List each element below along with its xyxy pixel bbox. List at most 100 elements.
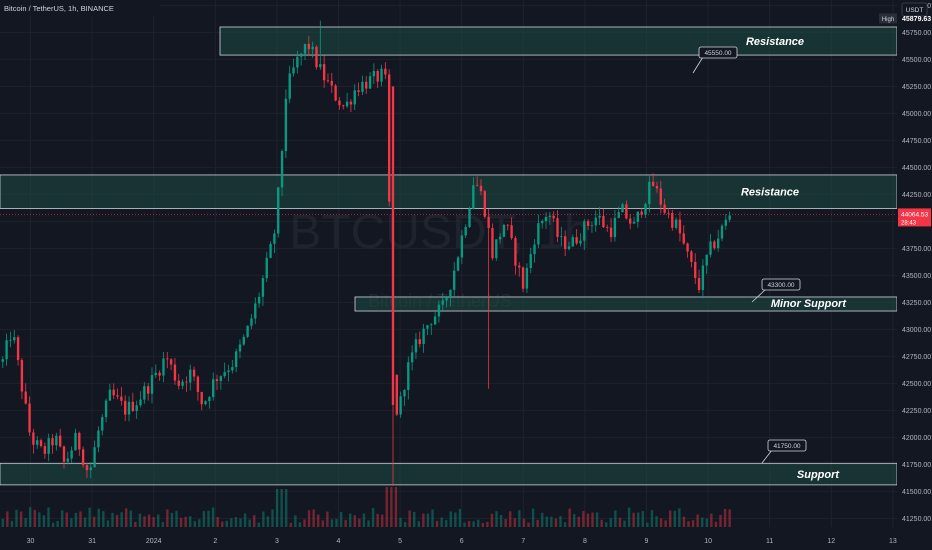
volume-bar — [239, 518, 242, 527]
candle-body — [62, 446, 66, 462]
candle-body — [70, 450, 73, 459]
candle-body — [594, 217, 597, 226]
candle-body — [166, 358, 169, 360]
volume-bar — [417, 521, 420, 527]
candle-body — [510, 225, 513, 239]
y-tick-label: 43750.00 — [902, 246, 931, 253]
volume-bar — [147, 514, 151, 527]
candle-body — [606, 227, 609, 228]
candle-body — [410, 352, 414, 363]
candle-body — [644, 203, 647, 215]
candle-body — [705, 254, 708, 266]
volume-bar — [243, 513, 247, 527]
candle-body — [234, 351, 238, 368]
volume-bar — [559, 516, 562, 527]
candle-body — [246, 325, 249, 337]
candle-body — [544, 216, 548, 221]
volume-bar — [326, 511, 329, 527]
y-tick-label: 44750.00 — [902, 138, 931, 145]
price-callouts: 45550.00 43300.00 41750.00 — [692, 46, 807, 464]
candle-body — [541, 220, 544, 224]
zone-label: Minor Support — [771, 298, 847, 310]
volume-bar — [614, 510, 617, 527]
volume-bar — [106, 520, 110, 527]
candle-body — [51, 438, 54, 446]
candle-body — [464, 226, 467, 236]
candle-body — [384, 68, 387, 75]
volume-bar — [74, 512, 78, 527]
volume-bar — [29, 507, 32, 527]
volume-bar — [394, 487, 398, 527]
y-tick-label: 45000.00 — [902, 111, 931, 118]
candle-body — [215, 379, 219, 382]
candle-body — [81, 449, 85, 466]
candle-body — [39, 440, 43, 447]
volume-bar — [513, 518, 516, 527]
candle-body — [66, 458, 70, 462]
candle-body — [349, 101, 353, 105]
candle-body — [208, 397, 211, 402]
candle-body — [124, 400, 127, 415]
candle-body — [655, 185, 659, 189]
candle-body — [671, 213, 674, 228]
candle-body — [506, 224, 509, 226]
candle-body — [495, 239, 498, 259]
x-tick-label: 2 — [213, 538, 217, 545]
candle-body — [192, 369, 196, 377]
candle-body — [212, 379, 215, 398]
candle-body — [472, 185, 475, 209]
volume-bar — [627, 507, 631, 527]
candle-body — [154, 372, 157, 376]
candle-body — [143, 386, 146, 400]
candle-body — [460, 235, 464, 258]
candles — [1, 20, 731, 486]
volume-bar — [349, 513, 352, 527]
volume-bar — [51, 522, 55, 527]
volume-bar — [705, 518, 708, 527]
y-tick-label: 43000.00 — [902, 327, 931, 334]
candle-body — [357, 90, 360, 92]
volume-bar — [307, 510, 311, 527]
x-tick-label: 10 — [704, 538, 712, 545]
y-tick-label: 41250.00 — [902, 516, 931, 523]
candle-body — [468, 208, 471, 227]
volume-bar — [138, 513, 142, 527]
volume-bar — [641, 511, 644, 527]
candle-body — [85, 465, 89, 471]
candle-body — [648, 181, 651, 204]
volume-bar — [330, 519, 334, 527]
y-tick-label: 45750.00 — [902, 30, 931, 37]
volume-bar — [449, 511, 452, 527]
candle-body — [16, 337, 20, 361]
callout-label: 43300.00 — [767, 282, 794, 289]
price-axis[interactable]: 41250.00 41500.00 41750.00 42000.00 42250.00… — [897, 0, 932, 550]
volume-bar — [682, 516, 686, 527]
x-tick-label: 8 — [583, 538, 587, 545]
volume-bar — [454, 512, 457, 527]
candle-body — [651, 181, 655, 186]
volume-bar — [390, 487, 393, 527]
time-axis[interactable]: 30 31 2024 2 3 4 5 6 7 8 9 10 11 12 13 — [27, 538, 897, 545]
volume-bar — [88, 507, 91, 527]
volume-bar — [134, 521, 137, 527]
zone-label: Resistance — [746, 36, 804, 48]
candle-body — [602, 215, 605, 228]
candle-body — [479, 185, 483, 192]
volume-bar — [632, 512, 635, 527]
volume-bar — [275, 489, 279, 527]
x-tick-label: 2024 — [146, 538, 162, 545]
volume-bar — [458, 508, 462, 527]
y-tick-label: 44500.00 — [902, 165, 931, 172]
zones: Resistance Resistance Minor Support Support — [0, 26, 898, 486]
volume-bar — [504, 519, 507, 527]
candle-body — [254, 303, 257, 319]
volume-bar — [650, 510, 654, 527]
candle-body — [487, 216, 490, 229]
volume-bar — [262, 511, 265, 527]
volume-bar — [358, 518, 361, 527]
candle-body — [391, 86, 395, 405]
candle-body — [441, 300, 444, 305]
currency-button[interactable]: USDT — [901, 2, 928, 17]
volume-bar — [280, 489, 283, 527]
